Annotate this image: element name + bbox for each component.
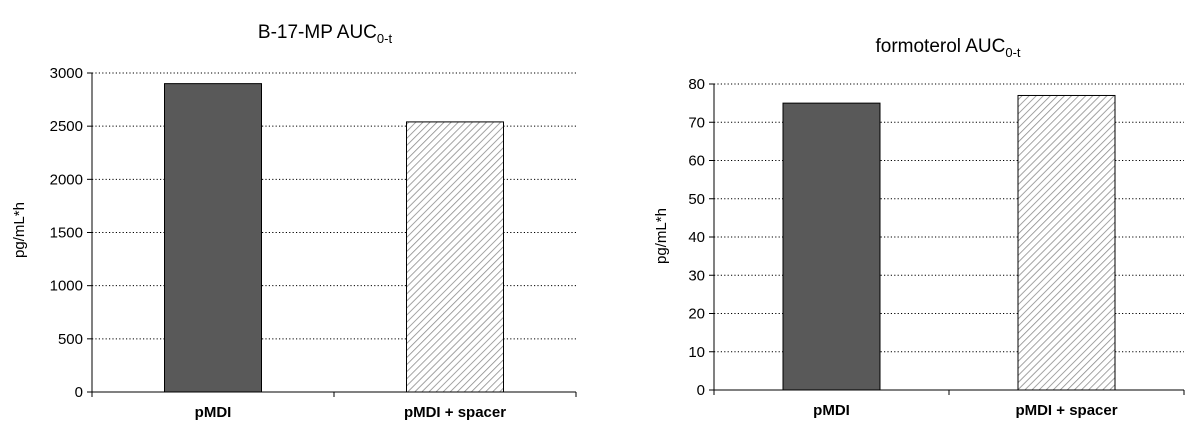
y-tick-label: 30 <box>688 267 705 284</box>
y-tick-label: 20 <box>688 306 705 323</box>
x-tick-label: pMDI <box>813 402 850 419</box>
y-axis-label: pg/mL*h <box>653 208 670 264</box>
y-tick-label: 0 <box>75 384 83 401</box>
y-tick-label: 1000 <box>50 278 83 295</box>
y-tick-label: 50 <box>688 191 705 208</box>
chart-b17mp-auc: B-17-MP AUC0-t pg/mL*h 0 500 1000 1500 2000 2… <box>11 22 577 421</box>
y-tick-label: 10 <box>688 344 705 361</box>
x-tick-label: pMDI <box>195 404 232 421</box>
bar-pmdi-spacer <box>1017 94 1116 391</box>
chart-formoterol-auc: formoterol AUC0-t pg/mL*h 0 10 20 30 40 50 60 7… <box>653 36 1185 419</box>
y-tick-label: 500 <box>58 331 83 348</box>
chart-title: formoterol AUC0-t <box>875 36 1020 60</box>
y-tick-label: 0 <box>697 382 705 399</box>
bar-pmdi-spacer <box>406 121 504 393</box>
y-tick-label: 3000 <box>50 65 83 82</box>
y-tick-label: 70 <box>688 114 705 131</box>
x-tick-label: pMDI + spacer <box>1015 402 1117 419</box>
bar-pmdi <box>164 83 262 393</box>
bar-pmdi <box>782 102 881 391</box>
y-tick-label: 60 <box>688 153 705 170</box>
y-tick-label: 2500 <box>50 118 83 135</box>
chart-title: B-17-MP AUC0-t <box>258 22 393 46</box>
y-axis-label: pg/mL*h <box>11 202 28 258</box>
y-tick-label: 1500 <box>50 225 83 242</box>
x-tick-label: pMDI + spacer <box>404 404 506 421</box>
y-tick-label: 2000 <box>50 171 83 188</box>
y-tick-label: 80 <box>688 76 705 93</box>
y-tick-label: 40 <box>688 229 705 246</box>
